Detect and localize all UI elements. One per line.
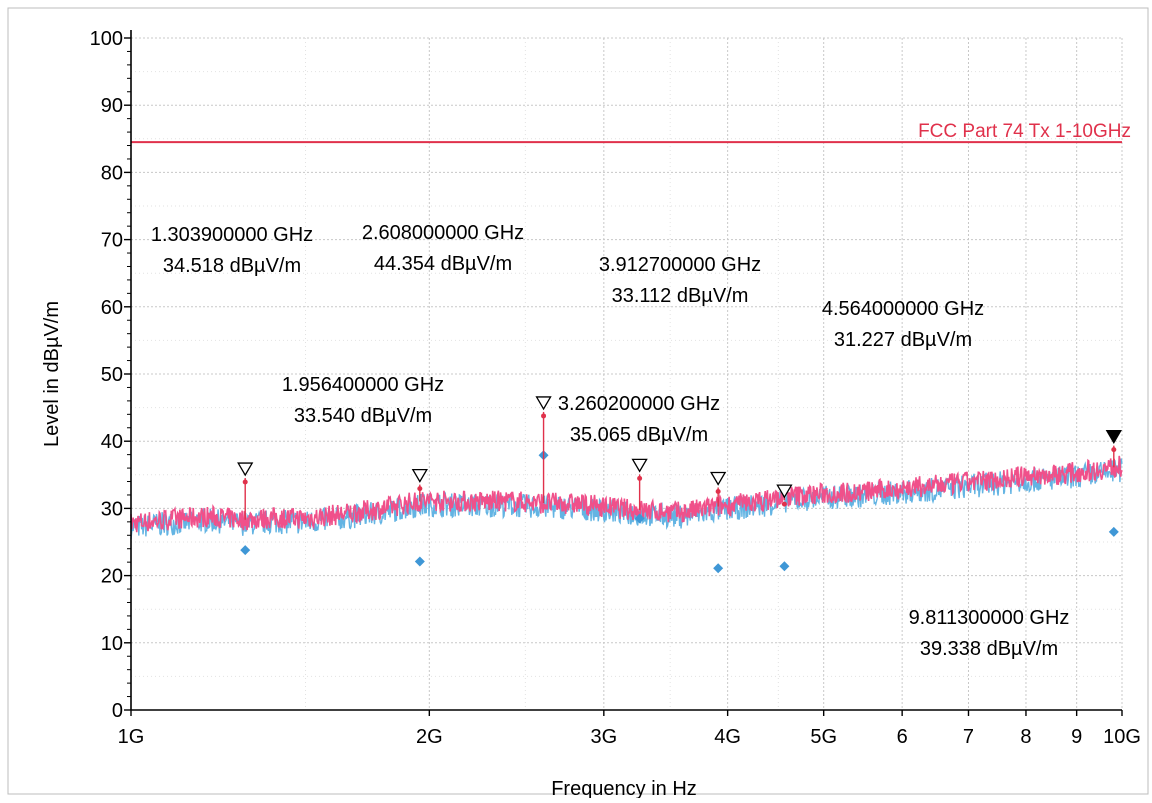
marker-level-label: 44.354 dBµV/m xyxy=(374,253,512,275)
average-point xyxy=(240,545,251,556)
y-tick-label: 20 xyxy=(101,566,123,588)
x-tick-label: 10G xyxy=(1103,726,1141,748)
x-tick-label: 8 xyxy=(1020,726,1031,748)
y-tick-label: 30 xyxy=(101,498,123,520)
outer-border xyxy=(7,7,1149,795)
average-point xyxy=(1108,526,1119,537)
y-tick-label: 50 xyxy=(101,364,123,386)
marker-frequency-label: 1.303900000 GHz xyxy=(151,224,313,246)
x-tick-label: 1G xyxy=(118,726,145,748)
x-tick-label: 5G xyxy=(810,726,837,748)
marker-dot xyxy=(715,488,721,494)
average-point xyxy=(414,556,425,567)
limit-line-group: FCC Part 74 Tx 1-10GHz xyxy=(131,121,1131,144)
y-tick-label: 10 xyxy=(101,633,123,655)
average-point xyxy=(634,513,645,524)
marker-level-label: 31.227 dBµV/m xyxy=(834,329,972,351)
marker-level-label: 34.518 dBµV/m xyxy=(163,255,301,277)
marker-triangle xyxy=(237,462,254,477)
marker-level-label: 33.112 dBµV/m xyxy=(612,285,749,307)
y-tick-label: 40 xyxy=(101,431,123,453)
y-tick-label: 70 xyxy=(101,230,123,252)
limit-line-label: FCC Part 74 Tx 1-10GHz xyxy=(918,121,1131,142)
x-axis-label: Frequency in Hz xyxy=(551,778,697,798)
marker-triangle xyxy=(776,484,793,499)
y-tick-label: 80 xyxy=(101,162,123,184)
marker-level-label: 35.065 dBµV/m xyxy=(570,424,708,446)
marker-labels-group: 1.303900000 GHz 34.518 dBµV/m 1.956400000 … xyxy=(151,222,1070,660)
marker-dot xyxy=(541,413,547,419)
x-tick-label: 3G xyxy=(590,726,617,748)
trace-average-line xyxy=(130,458,1123,540)
y-tick-label: 100 xyxy=(90,28,123,50)
marker-triangle xyxy=(710,471,727,486)
marker-triangle xyxy=(631,458,648,473)
marker-triangle xyxy=(535,396,552,411)
marker-frequency-label: 4.564000000 GHz xyxy=(822,298,984,320)
y-axis-label: Level in dBµV/m xyxy=(41,301,63,447)
x-tick-label: 4G xyxy=(714,726,741,748)
marker-dot xyxy=(242,479,248,485)
marker-frequency-label: 2.608000000 GHz xyxy=(362,222,524,244)
marker-frequency-label: 3.912700000 GHz xyxy=(599,254,761,276)
axes: 0 10 20 30 40 50 60 70 80 90 100 1G 2G 3G 4G 5G 6 7 8 9 10G xyxy=(90,28,1141,748)
marker-frequency-label: 9.811300000 GHz xyxy=(909,607,1070,629)
marker-frequency-label: 3.260200000 GHz xyxy=(558,393,720,415)
y-tick-label: 0 xyxy=(112,700,123,722)
y-tick-label: 90 xyxy=(101,95,123,117)
marker-level-label: 33.540 dBµV/m xyxy=(294,405,432,427)
marker-dot xyxy=(417,486,423,492)
average-point xyxy=(779,561,790,572)
x-tick-label: 9 xyxy=(1071,726,1082,748)
grid xyxy=(7,7,1149,795)
marker-triangle xyxy=(1105,429,1122,444)
marker-level-label: 39.338 dBµV/m xyxy=(920,638,1058,660)
marker-dot xyxy=(1111,447,1117,453)
average-point xyxy=(713,563,724,574)
marker-frequency-label: 1.956400000 GHz xyxy=(282,374,444,396)
marker-dot xyxy=(637,475,643,481)
marker-dot xyxy=(781,501,787,507)
trace-peak-line xyxy=(130,455,1123,533)
markers-group xyxy=(237,396,1122,520)
secondary-points-group xyxy=(240,450,1119,574)
x-tick-label: 7 xyxy=(963,726,974,748)
x-tick-label: 6 xyxy=(897,726,908,748)
x-tick-label: 2G xyxy=(416,726,443,748)
marker-triangle xyxy=(411,468,428,483)
y-tick-label: 60 xyxy=(101,297,123,319)
trace-group xyxy=(130,455,1123,540)
